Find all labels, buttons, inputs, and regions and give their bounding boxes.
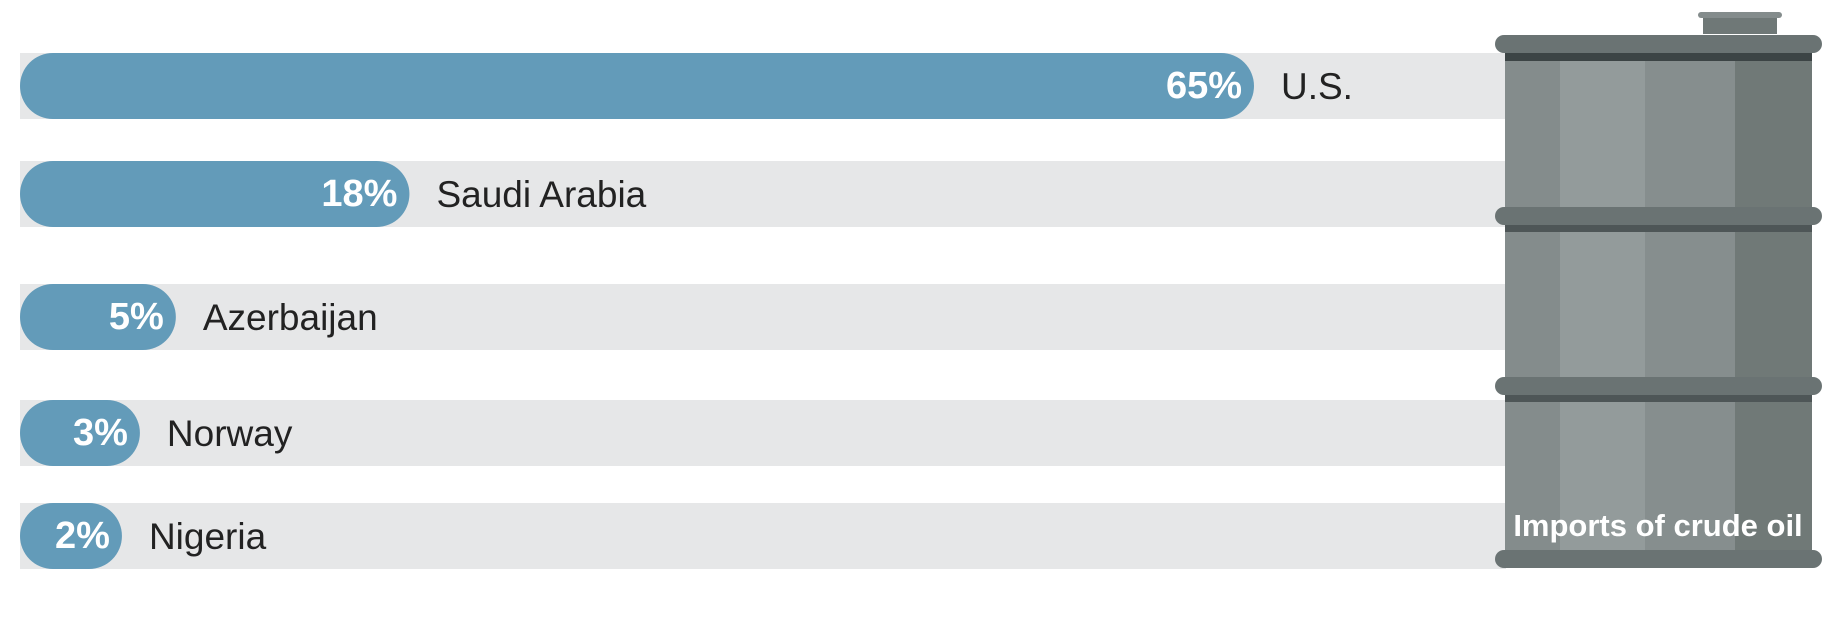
rim-shadow	[1505, 395, 1812, 402]
barrel	[1495, 12, 1822, 568]
chart-title: Imports of crude oil	[1513, 508, 1802, 543]
value-label: 5%	[109, 296, 164, 338]
category-label: Saudi Arabia	[436, 174, 646, 215]
bar	[20, 161, 410, 227]
bar	[20, 400, 140, 466]
value-label: 18%	[321, 173, 397, 215]
rim	[1495, 35, 1822, 53]
bar	[20, 53, 1254, 119]
rim	[1495, 207, 1822, 225]
category-label: Nigeria	[149, 516, 267, 557]
tracks	[20, 53, 1506, 569]
rim-shadow	[1505, 53, 1812, 61]
value-label: 2%	[55, 515, 110, 557]
value-label: 65%	[1166, 65, 1242, 107]
track	[20, 284, 1506, 350]
barrel-cap-top	[1698, 12, 1782, 18]
barrel-cap	[1703, 14, 1777, 34]
rim	[1495, 377, 1822, 395]
bar	[20, 284, 176, 350]
track	[20, 503, 1506, 569]
category-label: U.S.	[1281, 66, 1353, 107]
rim	[1495, 550, 1822, 568]
barrel-highlight	[1560, 44, 1645, 562]
bar	[20, 503, 122, 569]
value-label: 3%	[73, 412, 128, 454]
category-label: Norway	[167, 413, 293, 454]
rim-shadow	[1505, 225, 1812, 232]
category-label: Azerbaijan	[203, 297, 378, 338]
track	[20, 400, 1506, 466]
barrel-rims	[1495, 35, 1822, 568]
barrel-stripe	[1645, 44, 1735, 562]
barrel-shade	[1735, 44, 1812, 562]
